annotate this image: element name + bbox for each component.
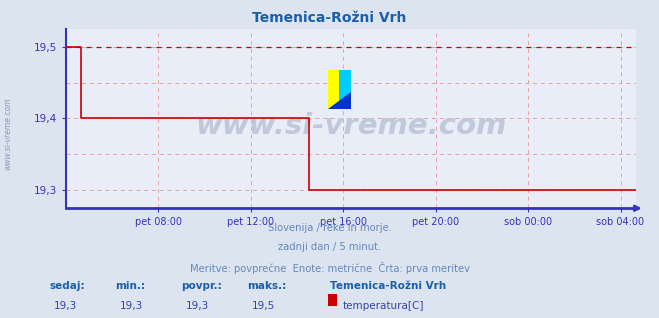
Text: min.:: min.: (115, 281, 146, 291)
Text: 19,3: 19,3 (186, 301, 210, 310)
Text: povpr.:: povpr.: (181, 281, 222, 291)
Text: sedaj:: sedaj: (49, 281, 85, 291)
Text: maks.:: maks.: (247, 281, 287, 291)
Text: zadnji dan / 5 minut.: zadnji dan / 5 minut. (278, 242, 381, 252)
Bar (339, 70, 351, 109)
Text: 19,3: 19,3 (120, 301, 144, 310)
Text: Temenica-Rožni Vrh: Temenica-Rožni Vrh (252, 11, 407, 25)
Text: www.si-vreme.com: www.si-vreme.com (3, 97, 13, 170)
Text: temperatura[C]: temperatura[C] (343, 301, 424, 310)
Text: 19,3: 19,3 (54, 301, 78, 310)
Text: Temenica-Rožni Vrh: Temenica-Rožni Vrh (330, 281, 445, 291)
Text: Slovenija / reke in morje.: Slovenija / reke in morje. (268, 223, 391, 232)
Text: www.si-vreme.com: www.si-vreme.com (195, 112, 507, 140)
Bar (328, 70, 339, 109)
Text: 19,5: 19,5 (252, 301, 275, 310)
Text: Meritve: povprečne  Enote: metrične  Črta: prva meritev: Meritve: povprečne Enote: metrične Črta:… (190, 262, 469, 274)
Polygon shape (328, 92, 351, 109)
